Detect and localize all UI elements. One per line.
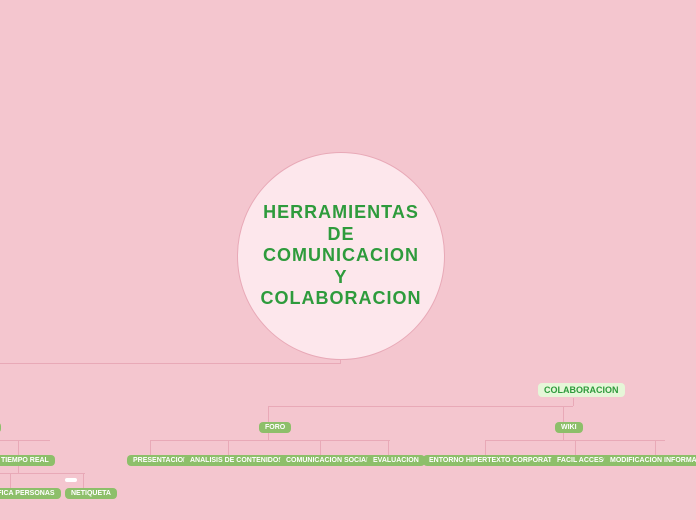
connector-line [0,363,340,364]
connector-line [320,440,321,455]
node-identifica[interactable]: NTIFICA PERSONAS [0,488,61,499]
mindmap-canvas: HERRAMIENTAS DE COMUNICACION Y COLABORAC… [0,0,696,520]
node-com_social[interactable]: COMUNICACION SOCIAL [280,455,376,466]
central-topic-label: HERRAMIENTAS DE COMUNICACION Y COLABORAC… [261,202,422,310]
node-empty_box[interactable] [65,478,77,482]
node-wiki[interactable]: WIKI [555,422,583,433]
central-topic[interactable]: HERRAMIENTAS DE COMUNICACION Y COLABORAC… [237,152,445,360]
connector-line [228,440,229,455]
connector-line [563,406,564,422]
node-netiqueta[interactable]: NETIQUETA [65,488,117,499]
connector-line [575,440,576,455]
node-analisis[interactable]: ANALISIS DE CONTENIDOS [184,455,289,466]
connector-line [485,440,486,455]
connector-line [83,473,84,488]
connector-line [268,406,269,422]
node-tiempo_real[interactable]: TIEMPO REAL [0,455,55,466]
connector-line [0,473,85,474]
connector-line [18,465,19,473]
connector-line [10,473,11,488]
connector-line [655,440,656,455]
node-evaluacion[interactable]: EVALUACION [367,455,425,466]
connector-line [573,398,574,406]
connector-line [18,440,19,455]
connector-line [388,440,389,455]
connector-line [150,440,390,441]
node-entorno[interactable]: ENTORNO HIPERTEXTO CORPORATIVO [423,455,570,466]
node-foro[interactable]: FORO [259,422,291,433]
connector-line [563,432,564,440]
node-chat_trunc[interactable]: AT [0,422,1,433]
connector-line [150,440,151,455]
connector-line [0,440,50,441]
connector-line [268,406,573,407]
node-modificacion[interactable]: MODIFICACION INFORMACION [604,455,696,466]
connector-line [268,432,269,440]
node-colaboracion[interactable]: COLABORACION [538,383,625,397]
